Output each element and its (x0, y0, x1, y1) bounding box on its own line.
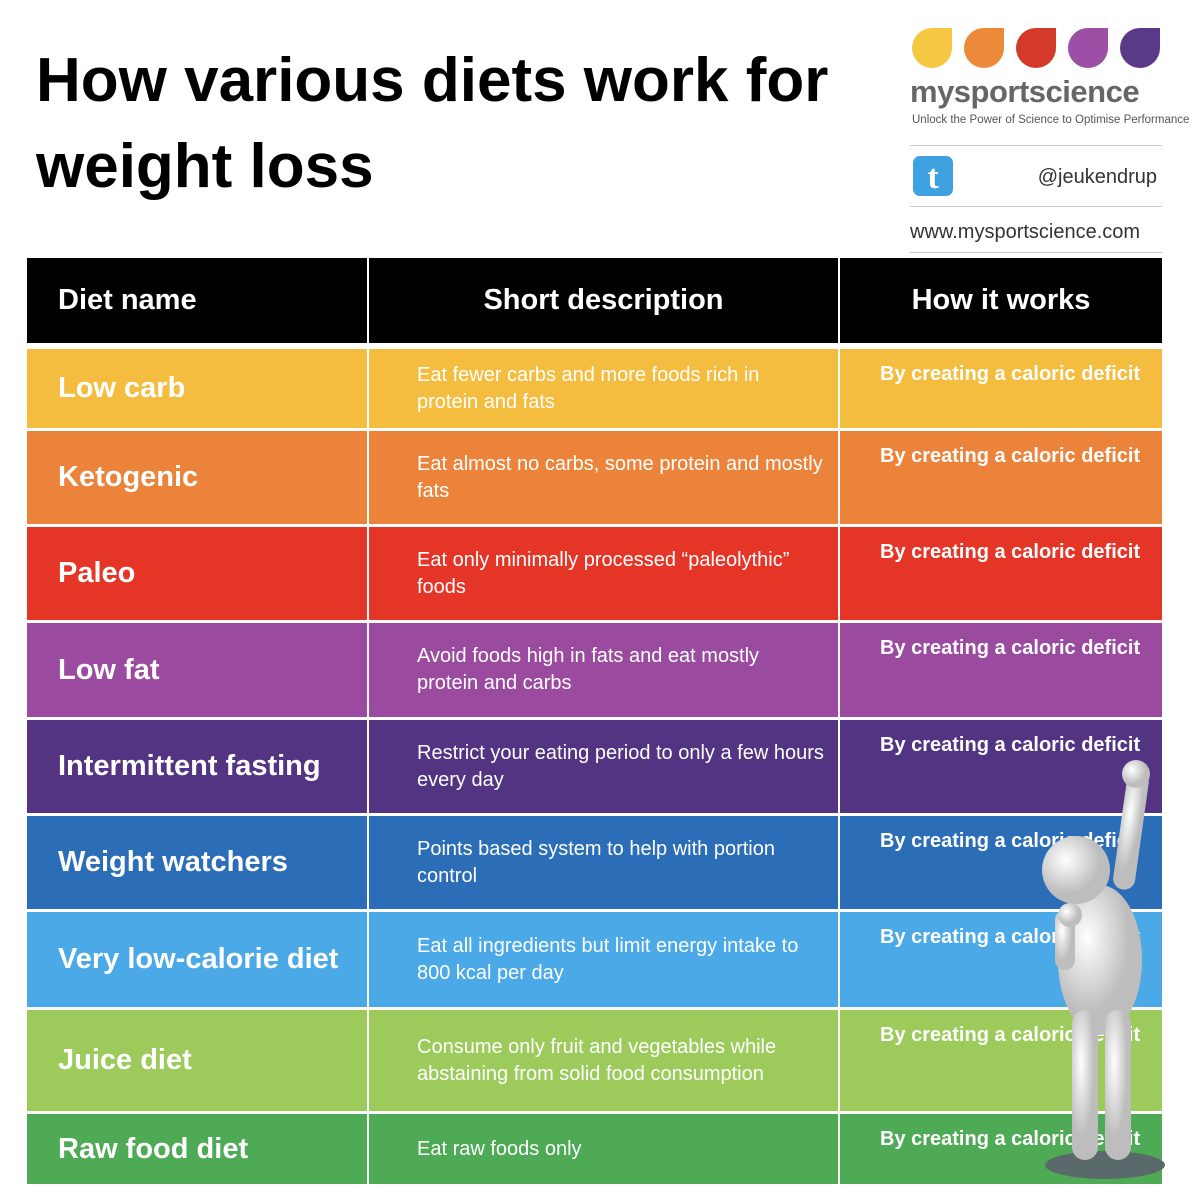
diet-description: Restrict your eating period to only a fe… (369, 720, 838, 813)
diet-mechanism: By creating a caloric deficit (840, 527, 1162, 620)
diet-name: Paleo (27, 527, 367, 620)
diet-name: Low carb (27, 349, 367, 428)
diet-mechanism: By creating a caloric deficit (840, 349, 1162, 428)
diet-mechanism: By creating a caloric deficit (840, 720, 1162, 813)
tagline: Unlock the Power of Science to Optimise … (912, 114, 1190, 126)
diet-mechanism: By creating a caloric deficit (840, 431, 1162, 524)
diet-name: Weight watchers (27, 816, 367, 909)
diet-description: Eat only minimally processed “paleolythi… (369, 527, 838, 620)
diet-name: Very low-calorie diet (27, 912, 367, 1007)
diet-description: Eat all ingredients but limit energy int… (369, 912, 838, 1007)
twitter-icon[interactable]: t (913, 156, 953, 196)
website[interactable]: www.mysportscience.com (910, 221, 1141, 243)
column-header: How it works (840, 258, 1162, 343)
diet-name: Ketogenic (27, 431, 367, 524)
diet-description: Avoid foods high in fats and eat mostly … (369, 623, 838, 717)
divider (910, 206, 1162, 207)
svg-text:t: t (927, 159, 939, 196)
diet-name: Low fat (27, 623, 367, 717)
column-header: Diet name (27, 258, 367, 343)
divider (910, 252, 1162, 253)
column-header: Short description (369, 258, 838, 343)
twitter-handle[interactable]: @jeukendrup (1037, 166, 1157, 188)
diet-mechanism: By creating a caloric deficit (840, 623, 1162, 717)
diet-description: Eat almost no carbs, some protein and mo… (369, 431, 838, 524)
title: How various diets work for weight loss (36, 46, 829, 201)
brand: mysportscience (910, 74, 1140, 109)
diet-name: Juice diet (27, 1010, 367, 1111)
divider (910, 145, 1162, 146)
diet-description: Points based system to help with portion… (369, 816, 838, 909)
diet-name: Raw food diet (27, 1114, 367, 1184)
logo-drops (912, 28, 1160, 68)
diet-name: Intermittent fasting (27, 720, 367, 813)
diet-description: Eat fewer carbs and more foods rich in p… (369, 349, 838, 428)
figure-illustration (1042, 760, 1165, 1179)
diet-description: Consume only fruit and vegetables while … (369, 1010, 838, 1111)
diet-description: Eat raw foods only (369, 1114, 838, 1184)
